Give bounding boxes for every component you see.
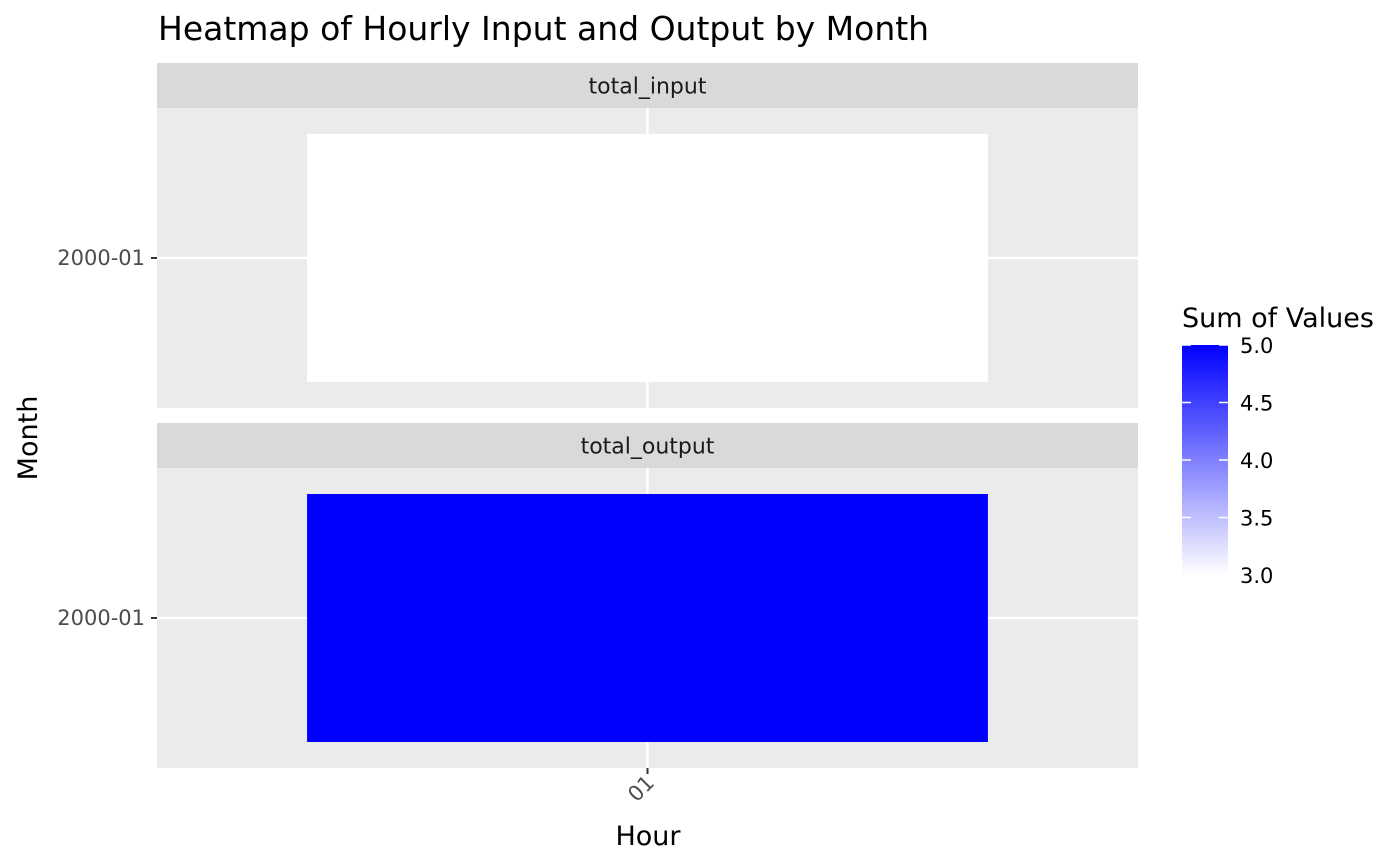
y-tick-label: 2000-01 (57, 606, 145, 630)
x-tick-label: 01 (623, 771, 659, 807)
x-axis: 01 (623, 768, 659, 806)
x-axis-title: Hour (615, 821, 681, 852)
facet-total_output: total_output (157, 423, 1138, 768)
facet-panels: total_input total_output (157, 63, 1138, 768)
legend-tick-label: 4.5 (1240, 392, 1273, 416)
y-axis: 2000-01 2000-01 (57, 246, 157, 630)
heatmap-cell (307, 494, 988, 742)
legend-tick-label: 3.5 (1240, 507, 1273, 531)
legend-title: Sum of Values (1182, 303, 1374, 334)
facet-strip (157, 63, 1138, 108)
legend-tick-label: 5.0 (1240, 334, 1273, 358)
facet-total_input: total_input (157, 63, 1138, 408)
color-legend: Sum of Values 3.0 3.5 4.0 4.5 5.0 (1182, 303, 1374, 588)
y-axis-title: Month (13, 396, 44, 481)
y-tick-label: 2000-01 (57, 246, 145, 270)
chart-title: Heatmap of Hourly Input and Output by Mo… (158, 9, 929, 48)
legend-tick-label: 4.0 (1240, 449, 1273, 473)
facet-strip-label: total_output (581, 435, 715, 460)
legend-tick-label: 3.0 (1240, 564, 1273, 588)
heatmap-cell (307, 134, 988, 382)
legend-ticks: 3.0 3.5 4.0 4.5 5.0 (1182, 334, 1273, 588)
facet-strip (157, 423, 1138, 468)
facet-strip-label: total_input (589, 75, 707, 100)
